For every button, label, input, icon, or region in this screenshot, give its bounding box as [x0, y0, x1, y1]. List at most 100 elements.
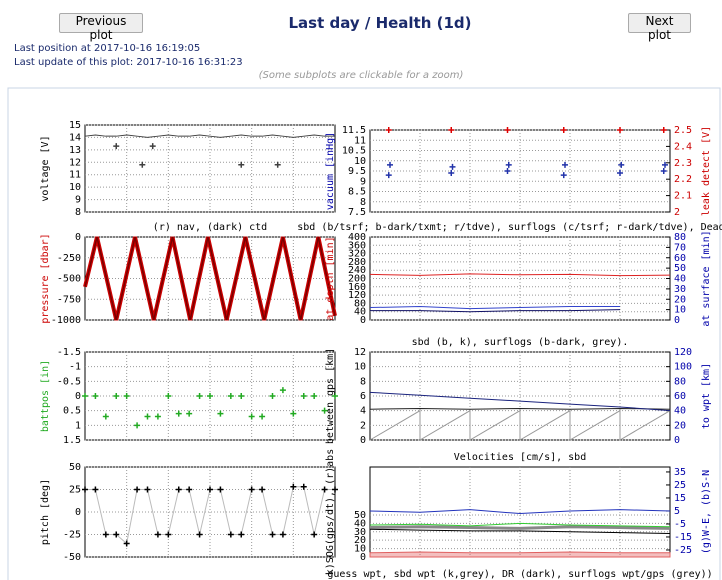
y2-tick-label: -15: [674, 532, 692, 543]
point: [279, 531, 286, 538]
y-tick-label: 6: [360, 391, 366, 402]
y-tick-label: -50: [63, 552, 81, 563]
y2-tick-label: -5: [674, 519, 686, 530]
y-axis-label: at depth [min]: [325, 236, 336, 320]
previous-button[interactable]: Previous plot: [59, 13, 143, 42]
y2-tick-label: 2.4: [674, 141, 692, 152]
point: [387, 161, 393, 168]
y-tick-label: 0.5: [63, 406, 81, 417]
point: [149, 143, 156, 150]
point: [113, 531, 120, 538]
y-tick-label: -250: [57, 253, 81, 264]
y2-axis-label: leak detect [V]: [701, 126, 712, 216]
y2-axis-label: to wpt [km]: [701, 363, 712, 429]
point: [113, 143, 120, 150]
y-tick-label: 12: [354, 347, 366, 358]
y-tick-label: 400: [348, 232, 366, 243]
y-tick-label: 40: [354, 518, 366, 529]
point: [269, 393, 276, 399]
point: [102, 413, 109, 420]
point: [290, 483, 297, 490]
line: [369, 409, 671, 441]
y2-tick-label: 60: [674, 391, 686, 402]
y-axis-label: between gps [km]: [325, 348, 336, 444]
y2-tick-label: 120: [674, 347, 692, 358]
y-tick-label: 120: [348, 290, 366, 301]
point: [238, 531, 245, 538]
point: [560, 172, 567, 179]
point: [102, 531, 109, 538]
line: [369, 407, 671, 410]
y-tick-label: 10: [69, 182, 81, 193]
point: [248, 413, 255, 420]
y-tick-label: 11.5: [342, 125, 366, 136]
y2-tick-label: 20: [674, 420, 686, 431]
point: [274, 161, 281, 168]
plot-title: sbd (b/tsrf; b-dark/txmt; r/tdve), surfl…: [297, 222, 722, 233]
point: [321, 407, 328, 414]
y-tick-label: 0: [75, 507, 81, 518]
y2-axis-label: (g)W-E, (b)S-N: [701, 470, 712, 554]
point: [92, 486, 99, 493]
y-tick-label: 13: [69, 145, 81, 156]
point: [290, 410, 297, 417]
y2-tick-label: 10: [674, 305, 686, 316]
y-tick-label: 8: [75, 207, 81, 218]
point: [227, 531, 234, 538]
point: [134, 422, 141, 429]
y-tick-label: 8.5: [348, 187, 366, 198]
y2-axis-label: at surface [min]: [701, 230, 712, 326]
y2-tick-label: 15: [674, 493, 686, 504]
y-tick-label: 10: [354, 362, 366, 373]
point: [196, 393, 203, 399]
point: [560, 127, 567, 133]
y-tick-label: 240: [348, 265, 366, 276]
point: [238, 161, 245, 168]
y-tick-label: 1: [75, 420, 81, 431]
point: [248, 486, 255, 493]
point: [385, 127, 392, 133]
y2-tick-label: 70: [674, 242, 686, 253]
y-tick-label: -750: [57, 294, 81, 305]
y-tick-label: 10: [354, 156, 366, 167]
point: [186, 486, 193, 493]
line: [369, 525, 671, 530]
line: [369, 509, 671, 515]
y-axis-label: pressure [dbar]: [40, 233, 51, 323]
point: [154, 531, 161, 538]
point: [448, 127, 455, 133]
point: [504, 168, 511, 174]
point: [217, 410, 224, 417]
point: [300, 483, 307, 490]
point: [385, 172, 392, 179]
point: [82, 393, 88, 399]
line: [370, 309, 621, 313]
y-tick-label: 10: [354, 544, 366, 555]
y-tick-label: -1.5: [57, 347, 81, 358]
point: [300, 393, 307, 399]
y-tick-label: -1000: [51, 315, 81, 326]
point: [562, 161, 568, 168]
frame: [7, 87, 721, 580]
y-tick-label: 9: [75, 195, 81, 206]
point: [259, 486, 266, 493]
y2-tick-label: 5: [674, 506, 680, 517]
y-tick-label: 11: [354, 135, 366, 146]
y-tick-label: -0.5: [57, 376, 81, 387]
point: [113, 393, 120, 399]
y-tick-label: 0: [75, 232, 81, 243]
point: [165, 393, 172, 399]
point: [217, 486, 224, 493]
y-axis-label: pitch [deg]: [40, 479, 51, 545]
point: [311, 393, 318, 399]
point: [269, 531, 276, 538]
y-tick-label: 0: [360, 435, 366, 446]
next-button[interactable]: Next plot: [628, 13, 691, 42]
line: [369, 273, 671, 277]
y2-tick-label: 2.5: [674, 125, 692, 136]
y2-tick-label: 0: [674, 435, 680, 446]
y2-tick-label: 2: [674, 207, 680, 218]
point: [238, 393, 245, 399]
